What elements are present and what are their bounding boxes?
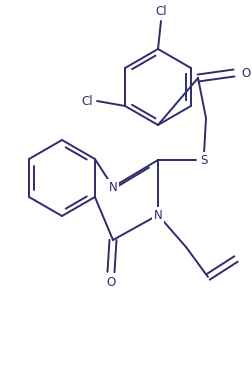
Text: O: O [240, 67, 250, 80]
Text: O: O [106, 276, 115, 289]
Text: S: S [200, 154, 207, 166]
Text: N: N [153, 209, 162, 222]
Text: N: N [108, 181, 117, 194]
Text: Cl: Cl [81, 94, 92, 108]
Text: Cl: Cl [154, 4, 166, 17]
